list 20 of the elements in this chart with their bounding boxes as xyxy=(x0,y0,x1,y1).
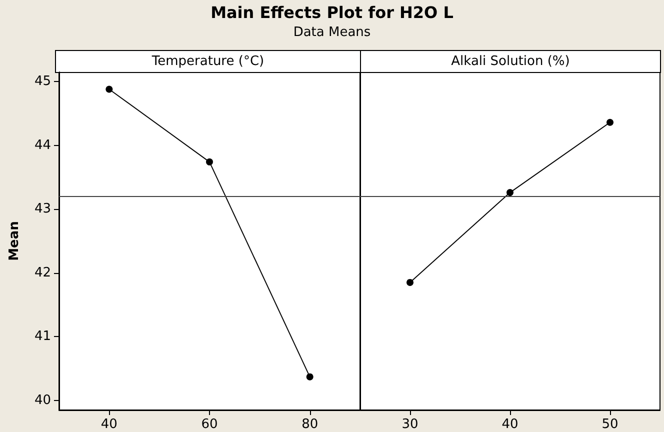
chart-subtitle: Data Means xyxy=(292,24,372,42)
y-tick-label: 42 xyxy=(34,265,51,280)
x-tick-label: 30 xyxy=(402,417,418,432)
x-axis-title: Alkali Solution (%) xyxy=(451,54,570,69)
x-tick-label: 40 xyxy=(100,417,118,432)
point xyxy=(306,373,314,380)
x-tick-label: 60 xyxy=(201,417,218,432)
x-axis-title: Temperature (°C) xyxy=(150,54,264,69)
point xyxy=(106,86,113,93)
y-axis-title: Mean xyxy=(7,221,22,261)
y-tick-label: 43 xyxy=(34,202,51,217)
chart-title: Main Effects Plot for H2O L xyxy=(210,2,454,24)
x-tick-label: 80 xyxy=(302,417,318,432)
y-tick-label: 44 xyxy=(34,138,51,153)
y-tick-label: 40 xyxy=(34,392,51,408)
x-tick-label: 40 xyxy=(502,417,518,432)
y-tick-label: 41 xyxy=(34,329,51,344)
y-tick-label: 45 xyxy=(34,74,51,90)
point xyxy=(206,158,213,166)
x-tick-label: 50 xyxy=(602,417,618,432)
